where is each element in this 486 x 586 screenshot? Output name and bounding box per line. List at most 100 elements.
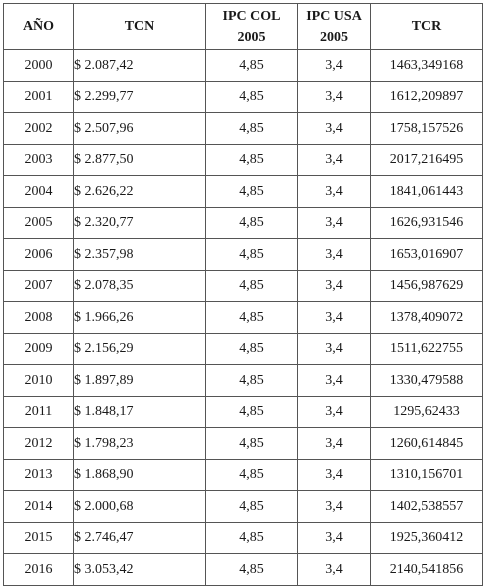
cell-tcr: 1841,061443: [370, 175, 483, 208]
cell-year: 2002: [3, 112, 74, 145]
header-year-label: AÑO: [22, 18, 55, 34]
header-ipc-col-base-year: 2005: [237, 29, 266, 45]
table-row: 2016 $ 3.053,42 4,85 3,4 2140,541856: [3, 553, 483, 586]
cell-tcn: $ 2.320,77: [73, 207, 206, 239]
table-row: 2005 $ 2.320,77 4,85 3,4 1626,931546: [3, 207, 483, 239]
cell-tcr: 1511,622755: [370, 333, 483, 365]
cell-ipc-usa: 3,4: [297, 238, 371, 271]
cell-ipc-col: 4,85: [205, 81, 298, 113]
cell-ipc-col: 4,85: [205, 427, 298, 460]
cell-ipc-usa: 3,4: [297, 522, 371, 554]
cell-year: 2012: [3, 427, 74, 460]
cell-ipc-col: 4,85: [205, 396, 298, 428]
header-ipc-usa: IPC USA 2005: [297, 3, 371, 50]
table-row: 2010 $ 1.897,89 4,85 3,4 1330,479588: [3, 364, 483, 397]
cell-ipc-usa: 3,4: [297, 364, 371, 397]
cell-tcn: $ 2.087,42: [73, 49, 206, 82]
cell-year: 2001: [3, 81, 74, 113]
cell-ipc-col: 4,85: [205, 112, 298, 145]
table-row: 2014 $ 2.000,68 4,85 3,4 1402,538557: [3, 490, 483, 523]
cell-tcn: $ 2.357,98: [73, 238, 206, 271]
cell-ipc-usa: 3,4: [297, 396, 371, 428]
cell-ipc-usa: 3,4: [297, 207, 371, 239]
cell-tcr: 1758,157526: [370, 112, 483, 145]
cell-tcn: $ 2.626,22: [73, 175, 206, 208]
cell-ipc-usa: 3,4: [297, 49, 371, 82]
cell-ipc-col: 4,85: [205, 270, 298, 302]
cell-tcn: $ 2.000,68: [73, 490, 206, 523]
header-tcr: TCR: [370, 3, 483, 50]
cell-tcr: 1310,156701: [370, 459, 483, 491]
cell-ipc-col: 4,85: [205, 459, 298, 491]
cell-ipc-usa: 3,4: [297, 112, 371, 145]
cell-ipc-col: 4,85: [205, 49, 298, 82]
cell-tcn: $ 2.156,29: [73, 333, 206, 365]
table-row: 2002 $ 2.507,96 4,85 3,4 1758,157526: [3, 112, 483, 145]
cell-ipc-col: 4,85: [205, 553, 298, 586]
cell-ipc-usa: 3,4: [297, 301, 371, 334]
table-row: 2001 $ 2.299,77 4,85 3,4 1612,209897: [3, 81, 483, 113]
cell-tcr: 2140,541856: [370, 553, 483, 586]
table-row: 2003 $ 2.877,50 4,85 3,4 2017,216495: [3, 144, 483, 176]
cell-ipc-col: 4,85: [205, 207, 298, 239]
cell-tcn: $ 3.053,42: [73, 553, 206, 586]
header-ipc-col-label: IPC COL: [222, 8, 281, 24]
cell-tcr: 1626,931546: [370, 207, 483, 239]
table-header: AÑO TCN IPC COL 2005 IPC USA 2005 TCR: [3, 3, 483, 50]
table-row: 2015 $ 2.746,47 4,85 3,4 1925,360412: [3, 522, 483, 554]
cell-tcr: 1612,209897: [370, 81, 483, 113]
cell-tcn: $ 2.877,50: [73, 144, 206, 176]
cell-year: 2005: [3, 207, 74, 239]
header-row: AÑO TCN IPC COL 2005 IPC USA 2005 TCR: [3, 3, 483, 50]
cell-tcn: $ 1.897,89: [73, 364, 206, 397]
cell-tcr: 1295,62433: [370, 396, 483, 428]
header-ipc-usa-label: IPC USA: [306, 8, 362, 24]
cell-ipc-col: 4,85: [205, 522, 298, 554]
cell-tcr: 1456,987629: [370, 270, 483, 302]
cell-ipc-col: 4,85: [205, 301, 298, 334]
cell-ipc-usa: 3,4: [297, 270, 371, 302]
table-row: 2008 $ 1.966,26 4,85 3,4 1378,409072: [3, 301, 483, 334]
cell-tcn: $ 1.966,26: [73, 301, 206, 334]
cell-ipc-col: 4,85: [205, 144, 298, 176]
header-tcr-label: TCR: [411, 18, 442, 34]
cell-ipc-col: 4,85: [205, 238, 298, 271]
cell-tcr: 1925,360412: [370, 522, 483, 554]
cell-tcr: 2017,216495: [370, 144, 483, 176]
cell-year: 2007: [3, 270, 74, 302]
cell-year: 2009: [3, 333, 74, 365]
table-row: 2006 $ 2.357,98 4,85 3,4 1653,016907: [3, 238, 483, 271]
cell-tcr: 1402,538557: [370, 490, 483, 523]
cell-tcr: 1653,016907: [370, 238, 483, 271]
cell-year: 2013: [3, 459, 74, 491]
cell-year: 2014: [3, 490, 74, 523]
header-ipc-usa-base-year: 2005: [320, 29, 348, 45]
cell-ipc-usa: 3,4: [297, 81, 371, 113]
cell-year: 2003: [3, 144, 74, 176]
cell-ipc-col: 4,85: [205, 490, 298, 523]
cell-tcr: 1330,479588: [370, 364, 483, 397]
cell-ipc-usa: 3,4: [297, 427, 371, 460]
cell-ipc-col: 4,85: [205, 333, 298, 365]
table-row: 2004 $ 2.626,22 4,85 3,4 1841,061443: [3, 175, 483, 208]
table-row: 2012 $ 1.798,23 4,85 3,4 1260,614845: [3, 427, 483, 460]
cell-tcr: 1260,614845: [370, 427, 483, 460]
cell-tcr: 1463,349168: [370, 49, 483, 82]
cell-tcn: $ 1.868,90: [73, 459, 206, 491]
cell-year: 2000: [3, 49, 74, 82]
cell-tcn: $ 2.507,96: [73, 112, 206, 145]
cell-tcn: $ 2.299,77: [73, 81, 206, 113]
cell-ipc-usa: 3,4: [297, 553, 371, 586]
cell-ipc-col: 4,85: [205, 364, 298, 397]
header-ipc-col: IPC COL 2005: [205, 3, 298, 50]
header-tcn-label: TCN: [124, 18, 155, 34]
cell-tcn: $ 2.078,35: [73, 270, 206, 302]
cell-ipc-usa: 3,4: [297, 333, 371, 365]
table-body: 2000 $ 2.087,42 4,85 3,4 1463,349168 2001 $ 2.…: [3, 49, 483, 586]
cell-year: 2015: [3, 522, 74, 554]
cell-year: 2008: [3, 301, 74, 334]
table-row: 2007 $ 2.078,35 4,85 3,4 1456,987629: [3, 270, 483, 302]
cell-ipc-usa: 3,4: [297, 459, 371, 491]
cell-year: 2011: [3, 396, 74, 428]
cell-ipc-usa: 3,4: [297, 175, 371, 208]
